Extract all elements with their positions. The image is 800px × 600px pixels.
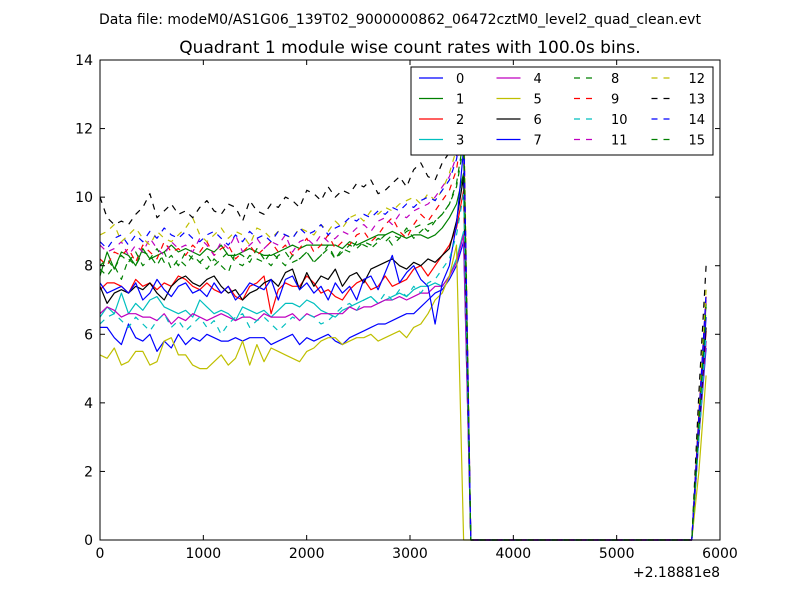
- series-line-8: [99, 145, 707, 541]
- y-tick-label: 14: [75, 53, 93, 69]
- legend-label-9: 9: [611, 93, 619, 108]
- x-offset-label: +2.18881e8: [633, 565, 720, 581]
- y-tick-label: 10: [75, 190, 93, 206]
- x-tick-label: 4000: [496, 546, 532, 562]
- legend-label-12: 12: [689, 72, 706, 87]
- legend-label-13: 13: [689, 93, 706, 108]
- legend-box: [410, 66, 714, 156]
- x-tick-label: 0: [96, 546, 105, 562]
- legend-label-0: 0: [456, 72, 464, 87]
- legend-label-5: 5: [534, 93, 542, 108]
- series-line-9: [99, 121, 707, 541]
- legend-label-4: 4: [534, 72, 542, 87]
- legend-label-7: 7: [534, 134, 542, 149]
- legend-label-15: 15: [689, 134, 706, 149]
- y-tick-label: 4: [84, 396, 93, 412]
- legend-label-11: 11: [611, 134, 628, 149]
- y-tick-label: 0: [84, 533, 93, 549]
- y-tick-label: 8: [84, 259, 93, 275]
- legend-label-6: 6: [534, 113, 542, 128]
- legend-label-3: 3: [456, 134, 464, 149]
- chart-title: Quadrant 1 module wise count rates with …: [179, 38, 640, 58]
- y-tick-label: 12: [75, 122, 93, 138]
- x-tick-label: 1000: [186, 546, 222, 562]
- figure-suptitle: Data file: modeM0/AS1G06_139T02_90000008…: [99, 12, 701, 28]
- series-line-14: [99, 117, 707, 541]
- x-tick-label: 2000: [289, 546, 325, 562]
- x-tick-label: 6000: [702, 546, 738, 562]
- x-tick-label: 5000: [599, 546, 635, 562]
- y-tick-label: 2: [84, 464, 93, 480]
- legend-label-2: 2: [456, 113, 464, 128]
- y-tick-label: 6: [84, 327, 93, 343]
- legend-label-10: 10: [611, 113, 628, 128]
- legend-label-8: 8: [611, 72, 619, 87]
- legend-label-14: 14: [689, 113, 706, 128]
- legend-label-1: 1: [456, 93, 464, 108]
- x-axis: 0 1000 2000 3000 4000 5000 6000: [96, 60, 738, 562]
- x-tick-label: 3000: [392, 546, 428, 562]
